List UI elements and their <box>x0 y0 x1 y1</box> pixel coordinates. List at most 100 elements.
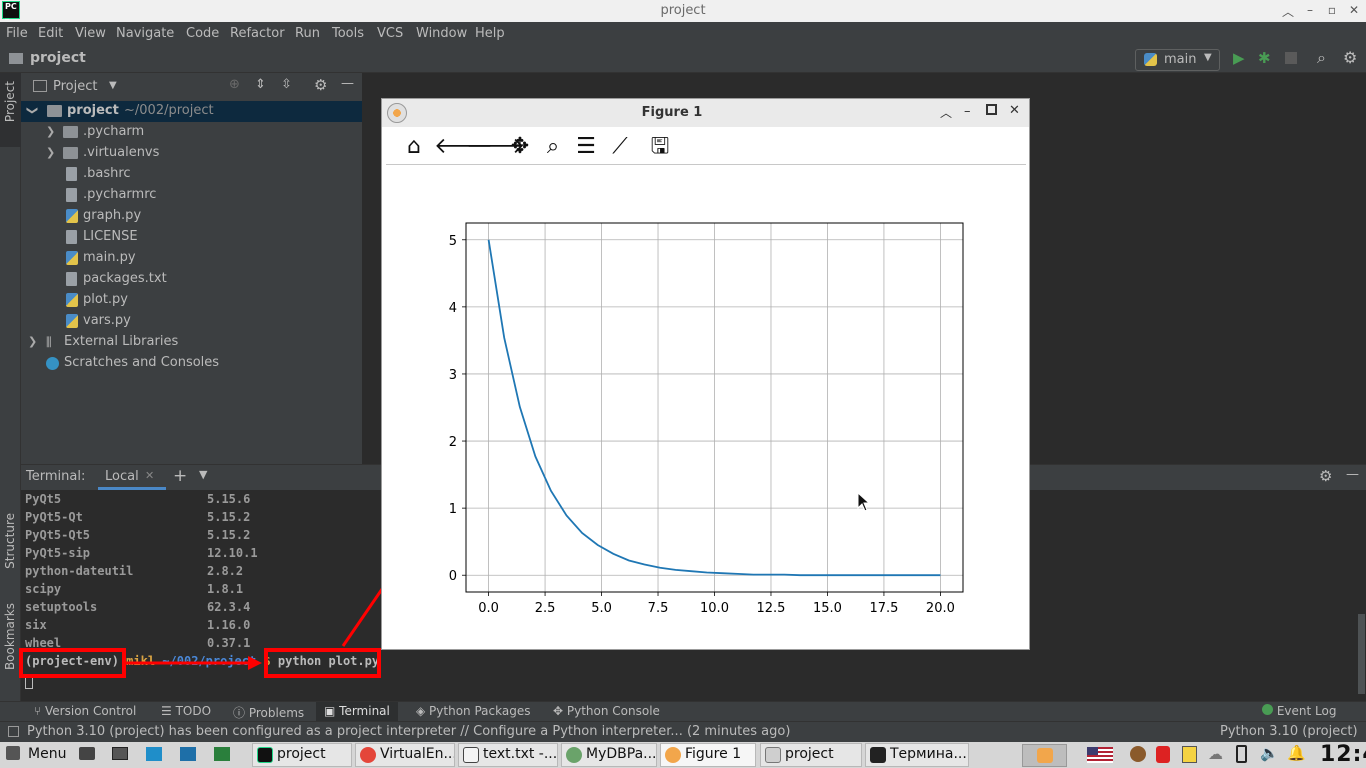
zoom-icon[interactable]: ⌕ <box>546 134 560 159</box>
tree-item-pycharmrc[interactable]: .pycharmrc <box>21 185 362 206</box>
menu-window[interactable]: Window <box>416 26 468 41</box>
chevron-right-icon[interactable]: ❯ <box>46 146 56 159</box>
notification-bell-icon[interactable]: 🔔 <box>1287 744 1306 762</box>
tree-item-pycharm[interactable]: ❯ .pycharm <box>21 122 362 143</box>
tree-item-graph-py[interactable]: graph.py <box>21 206 362 227</box>
home-icon[interactable]: ⌂ <box>407 134 421 159</box>
menu-help[interactable]: Help <box>475 26 505 41</box>
task-text-editor[interactable]: text.txt -... <box>458 743 558 767</box>
tab-python-console[interactable]: ✥ Python Console <box>553 704 660 718</box>
project-panel-title[interactable]: Project <box>53 79 98 94</box>
project-tool-tab[interactable]: Project <box>0 73 21 147</box>
task-project-folder[interactable]: project <box>760 743 862 767</box>
tree-item-license[interactable]: LICENSE <box>21 227 362 248</box>
hide-icon[interactable]: — <box>341 76 354 91</box>
figure-title: Figure 1 <box>641 105 703 120</box>
tree-item-bashrc[interactable]: .bashrc <box>21 164 362 185</box>
app-launcher-icon[interactable] <box>146 747 162 761</box>
task-mydbpassword[interactable]: MyDBPa... <box>561 743 657 767</box>
clock[interactable]: 12:4 <box>1320 742 1366 767</box>
tab-problems[interactable]: ⓘ Problems <box>233 706 305 720</box>
menu-file[interactable]: File <box>6 26 28 41</box>
tree-item-main-py[interactable]: main.py <box>21 248 362 269</box>
subplots-icon[interactable]: ☰ <box>576 134 596 159</box>
maximize-button[interactable]: ▫ <box>1327 3 1337 17</box>
locate-icon[interactable]: ⊕ <box>229 77 240 92</box>
terminal-launcher-icon[interactable] <box>112 747 128 760</box>
battery-icon[interactable] <box>1236 745 1247 763</box>
stop-icon[interactable] <box>1285 52 1297 64</box>
tab-version-control[interactable]: ⑂ Version Control <box>34 704 137 718</box>
tab-python-packages[interactable]: ◈ Python Packages <box>416 704 531 718</box>
chevron-up-icon[interactable]: ︿ <box>940 106 953 120</box>
expand-all-icon[interactable]: ⇕ <box>255 77 266 92</box>
task-figure-1[interactable]: Figure 1 <box>660 743 756 767</box>
close-button[interactable]: ✕ <box>1348 3 1360 17</box>
close-button[interactable]: ✕ <box>1009 103 1020 118</box>
terminal-scrollbar[interactable] <box>1358 614 1365 694</box>
tree-item-vars-py[interactable]: vars.py <box>21 311 362 332</box>
chevron-down-icon[interactable]: ▼ <box>199 468 208 481</box>
tree-item-scratches[interactable]: Scratches and Consoles <box>21 353 362 374</box>
menu-run[interactable]: Run <box>295 26 320 41</box>
status-message[interactable]: Python 3.10 (project) has been configure… <box>27 724 791 739</box>
app-launcher-icon[interactable] <box>214 747 230 761</box>
shield-icon[interactable] <box>1156 746 1170 763</box>
event-log-button[interactable]: Event Log <box>1262 704 1336 718</box>
chevron-down-icon[interactable]: ▼ <box>109 80 117 91</box>
file-manager-icon[interactable] <box>79 747 95 760</box>
menu-navigate[interactable]: Navigate <box>116 26 175 41</box>
tree-item-plot-py[interactable]: plot.py <box>21 290 362 311</box>
tree-item-external-libraries[interactable]: ❯ ⫼ External Libraries <box>21 332 362 353</box>
back-arrow-icon[interactable]: 🡐 <box>434 134 493 159</box>
gear-icon[interactable]: ⚙ <box>314 76 328 94</box>
network-icon[interactable]: ☁ <box>1208 745 1223 763</box>
menu-tools[interactable]: Tools <box>332 26 365 41</box>
tab-todo[interactable]: ☰ TODO <box>161 704 212 718</box>
maximize-button[interactable] <box>986 104 997 115</box>
menu-view[interactable]: View <box>75 26 106 41</box>
menu-vcs[interactable]: VCS <box>377 26 404 41</box>
task-virtualenv[interactable]: VirtualEn... <box>355 743 455 767</box>
breadcrumb-project[interactable]: project <box>30 50 86 66</box>
tree-root[interactable]: ❯ project ~/002/project <box>21 101 362 122</box>
volume-icon[interactable]: 🔈 <box>1260 744 1279 762</box>
hide-icon[interactable]: — <box>1346 467 1359 482</box>
menu-edit[interactable]: Edit <box>38 26 64 41</box>
interpreter-widget[interactable]: Python 3.10 (project) <box>1220 724 1358 739</box>
add-icon[interactable]: + <box>173 466 188 486</box>
tab-label: Version Control <box>45 704 137 718</box>
task-terminal[interactable]: Термина... <box>865 743 969 767</box>
chevron-right-icon[interactable]: ❯ <box>46 125 56 138</box>
run-config-dropdown[interactable]: main ▼ <box>1135 49 1220 71</box>
chevron-right-icon[interactable]: ❯ <box>28 335 38 348</box>
keyboard-layout-flag-icon[interactable] <box>1087 747 1113 763</box>
tab-local[interactable]: Local ✕ <box>98 465 166 490</box>
tree-item-packages-txt[interactable]: packages.txt <box>21 269 362 290</box>
tab-terminal[interactable]: ▣ Terminal <box>316 702 398 722</box>
pan-icon[interactable]: ✥ <box>510 134 530 159</box>
run-icon[interactable]: ▶ <box>1233 49 1245 67</box>
gear-icon[interactable]: ⚙ <box>1343 48 1358 67</box>
forward-arrow-icon[interactable]: 🡒 <box>466 134 525 159</box>
search-icon[interactable]: ⌕ <box>1317 48 1326 67</box>
debug-icon[interactable]: ✱ <box>1258 49 1271 67</box>
start-menu-button[interactable]: Menu <box>28 746 67 762</box>
collapse-icon[interactable]: ︿ <box>1281 5 1294 19</box>
tree-item-virtualenvs[interactable]: ❯ .virtualenvs <box>21 143 362 164</box>
save-icon[interactable]: 🖫 <box>650 134 670 159</box>
tray-app-icon[interactable] <box>1130 746 1146 762</box>
menu-refactor[interactable]: Refactor <box>230 26 285 41</box>
plot-canvas[interactable]: 0.0 2.5 5.0 7.5 10.0 12.5 15.0 17.5 20.0 0 1 2 3 4 5 <box>382 165 1029 649</box>
workspace-switcher[interactable] <box>1022 744 1067 767</box>
app-launcher-icon[interactable] <box>180 747 196 761</box>
minimize-button[interactable]: – <box>1307 3 1313 17</box>
customize-icon[interactable]: ⟋ <box>612 134 628 159</box>
close-icon[interactable]: ✕ <box>145 469 155 482</box>
gear-icon[interactable]: ⚙ <box>1319 467 1333 485</box>
menu-code[interactable]: Code <box>186 26 220 41</box>
collapse-all-icon[interactable]: ⇳ <box>281 77 292 92</box>
tray-app-icon[interactable] <box>1182 746 1197 763</box>
minimize-button[interactable]: – <box>964 104 971 119</box>
task-project[interactable]: project <box>252 743 352 767</box>
